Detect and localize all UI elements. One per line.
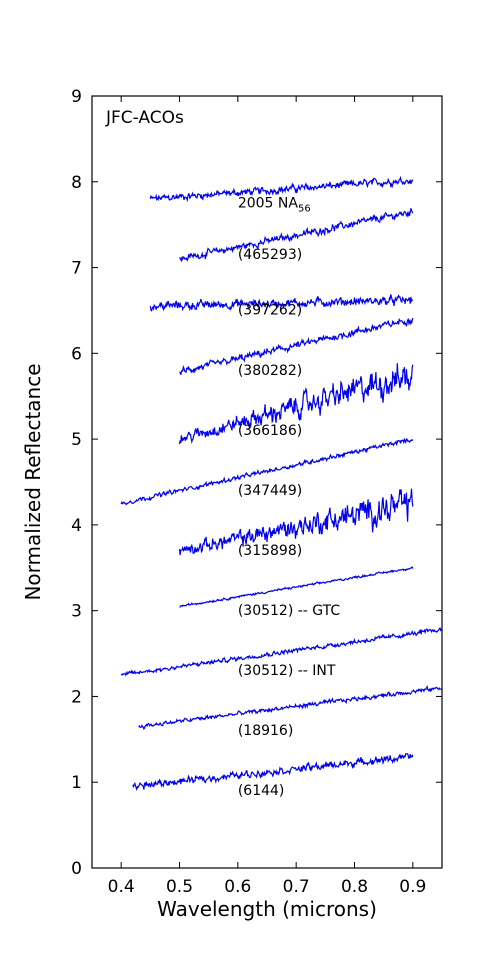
plot-area [120, 175, 443, 792]
y-tick-label: 8 [71, 173, 82, 193]
series-label-text: (366186) [238, 423, 302, 439]
y-tick-label: 0 [71, 859, 82, 879]
series-label: (18916) [238, 723, 293, 739]
series-line-8 [120, 627, 443, 677]
series-line-2 [149, 294, 414, 312]
chart-title: JFC-ACOs [105, 108, 184, 128]
series-label: (397262) [238, 303, 302, 319]
series-line-1 [179, 208, 414, 263]
axes-frame [91, 95, 443, 869]
y-tick-label: 9 [71, 87, 82, 107]
series-label-text: 2005 NA [238, 196, 299, 212]
x-tick-label: 0.8 [341, 877, 368, 897]
y-tick-label: 1 [71, 773, 82, 793]
y-axis-title: Normalized Reflectance [21, 363, 45, 600]
series-label: (380282) [238, 363, 302, 379]
series-label: (315898) [238, 543, 302, 559]
series-labels: 2005 NA56 (465293) (397262) (380282) (366186… [238, 196, 341, 800]
series-label-text: (397262) [238, 303, 302, 319]
series-label-text: (465293) [238, 247, 302, 263]
y-tick-label: 5 [71, 430, 82, 450]
x-axis-title: Wavelength (microns) [157, 897, 377, 921]
series-line-6 [178, 488, 414, 556]
y-tick-label: 4 [71, 516, 82, 536]
series-line-4 [178, 363, 414, 445]
x-tick-label: 0.6 [224, 877, 251, 897]
series-label: (366186) [238, 423, 302, 439]
series-label-text: (30512) -- INT [238, 663, 336, 679]
series-label-text: (6144) [238, 783, 285, 799]
series-label: (465293) [238, 247, 302, 263]
y-tick-label: 7 [71, 259, 82, 279]
series-label-text: (18916) [238, 723, 293, 739]
x-tick-label: 0.4 [108, 877, 135, 897]
series-label-subscript: 56 [298, 204, 311, 215]
series-label: 2005 NA56 [238, 196, 311, 215]
x-axis: 0.4 0.5 0.6 0.7 0.8 0.9 [108, 96, 426, 897]
x-tick-label: 0.5 [166, 877, 193, 897]
series-label: (347449) [238, 483, 302, 499]
y-tick-label: 2 [71, 687, 82, 707]
series-line-3 [179, 317, 414, 375]
y-tick-label: 3 [71, 602, 82, 622]
series-label: (30512) -- INT [238, 663, 336, 679]
series-line-0 [149, 175, 414, 203]
series-label-text: (347449) [238, 483, 302, 499]
series-label-text: (30512) -- GTC [238, 603, 341, 619]
y-tick-label: 6 [71, 344, 82, 364]
series-line-10 [132, 753, 414, 792]
x-tick-label: 0.7 [283, 877, 310, 897]
series-label-text: (315898) [238, 543, 302, 559]
series-line-9 [138, 684, 443, 731]
series-line-5 [120, 437, 414, 506]
series-label-text: (380282) [238, 363, 302, 379]
series-label: (6144) [238, 783, 285, 799]
x-tick-label: 0.9 [399, 877, 426, 897]
series-line-7 [179, 566, 414, 608]
series-label: (30512) -- GTC [238, 603, 341, 619]
